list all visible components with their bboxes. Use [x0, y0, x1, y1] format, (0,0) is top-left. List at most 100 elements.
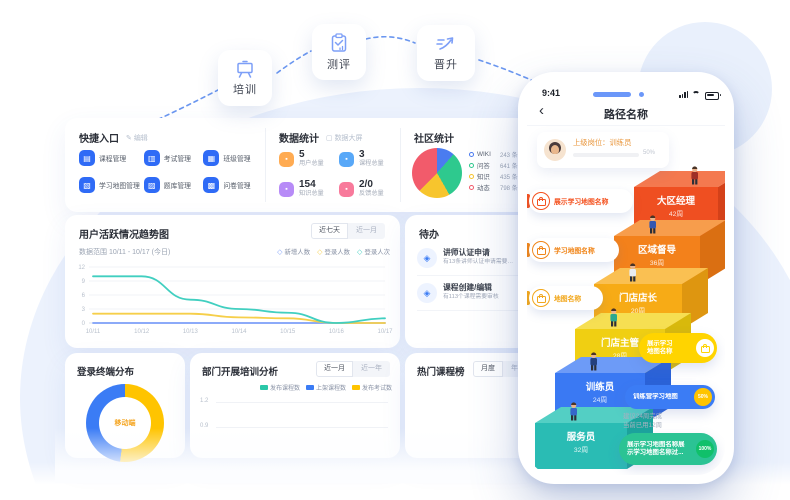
- map-pill-right-2[interactable]: 展示学习地图名称展 示学习地图名称过... 100%: [619, 433, 717, 465]
- quick-entry-label: 题库管理: [163, 183, 191, 190]
- flow-card-assessment[interactable]: 测评: [312, 24, 366, 80]
- step-role-label: 门店店长: [619, 292, 658, 304]
- legend-swatch: [351, 385, 360, 390]
- todo-diamond-icon: ◈: [417, 248, 437, 268]
- data-screen-link[interactable]: ▢ 数据大屏: [326, 134, 363, 142]
- legend-name: 知识: [477, 174, 490, 181]
- dept-legend-label: 发布考试数: [361, 386, 392, 392]
- person-figure: [691, 166, 698, 185]
- pill-lines: 展示学习地图名称展 示学习地图名称过...: [627, 441, 696, 457]
- quick-entry-item-survey[interactable]: ▩ 问卷管理: [203, 177, 259, 193]
- todo-item-desc: 有113个课程需要审核: [443, 294, 499, 300]
- locked-map-pill-2[interactable]: 地图名称: [529, 286, 603, 310]
- quick-entry-item-course[interactable]: ▤ 课程管理: [79, 150, 140, 166]
- signal-icon: [679, 90, 689, 98]
- map-pill-right-0[interactable]: 展示学习 地图名称: [639, 333, 717, 363]
- dept-range-button-1[interactable]: 近一年: [353, 361, 390, 377]
- career-step-4[interactable]: 区域督导 36周: [614, 220, 725, 284]
- flow-label-promotion: 晋升: [434, 58, 458, 71]
- dept-legend-item: 上架课程数: [305, 383, 346, 392]
- survey-icon: ▩: [203, 177, 220, 193]
- superior-label: 上级岗位：训练员: [573, 138, 632, 147]
- stat-item-feedback: ▪ 2/0 反馈总量: [339, 180, 391, 198]
- terminal-title: 登录终端分布: [77, 367, 135, 378]
- legend-diamond-icon: ◇: [317, 248, 323, 256]
- stat-label: 知识总量: [299, 190, 324, 197]
- svg-text:10/17: 10/17: [377, 329, 393, 335]
- trend-legend-item: ◇ 新增人数: [277, 247, 311, 257]
- stat-label: 反馈总量: [359, 190, 384, 197]
- locked-map-pill-1[interactable]: 学习地图名称: [529, 238, 619, 262]
- flow-card-training[interactable]: 培训: [218, 50, 272, 106]
- quick-entry-title: 快捷入口: [79, 134, 119, 145]
- step-role-label: 服务员: [567, 431, 596, 443]
- todo-item-1[interactable]: ◈课程创建/编辑有113个课程需要审核113: [417, 276, 533, 311]
- superior-progress-card[interactable]: 上级岗位：训练员 50%: [537, 132, 669, 168]
- trend-legend: ◇ 新增人数 ◇ 登录人数 ◇ 登录人次: [277, 247, 390, 257]
- community-stats-title: 社区统计: [414, 134, 454, 145]
- quick-entry-item-question-bank[interactable]: ▨ 题库管理: [143, 177, 200, 193]
- stat-value: 2/0: [359, 179, 373, 190]
- back-button[interactable]: ‹: [539, 102, 544, 119]
- pill-stem: [527, 291, 530, 305]
- stat-value: 5: [299, 149, 305, 160]
- todo-item-0[interactable]: ◈讲师认证申请有13条讲师认证申请需要确认通过13: [417, 241, 529, 276]
- quick-entry-item-exam[interactable]: ▥ 考试管理: [143, 150, 200, 166]
- question-bank-icon: ▨: [143, 177, 160, 193]
- quick-entry-label: 问卷管理: [223, 183, 251, 190]
- step-role-label: 门店主管: [601, 337, 640, 349]
- dept-ytick: 1.2: [200, 398, 209, 404]
- trend-line-chart: 0 3 6 9 12 10/11 10/12 10/13 10/14 10/15 10/16 10/1…: [78, 265, 393, 335]
- note-line: 建议24周完成: [623, 413, 663, 420]
- course-icon: ▤: [79, 150, 95, 166]
- dept-legend-label: 上架课程数: [315, 386, 346, 392]
- pill-line: 地图名称: [647, 348, 673, 355]
- lock-ring: [532, 241, 550, 259]
- dept-legend-label: 发布课程数: [269, 386, 300, 392]
- status-time: 9:41: [542, 88, 561, 98]
- quick-entry-label: 课程管理: [99, 156, 127, 163]
- stat-text: 2/0 反馈总量: [359, 180, 384, 198]
- svg-text:10/11: 10/11: [86, 329, 101, 335]
- feedback-icon: ▪: [339, 181, 354, 197]
- svg-text:10/15: 10/15: [280, 329, 296, 335]
- stat-label: 用户总量: [299, 160, 324, 167]
- pill-line: 展示学习: [647, 340, 673, 347]
- phone-screen: 9:41 ‹ 路径名称 上级岗位：训练员 50% 大区经理 42周 区域督导 36周门…: [527, 81, 725, 475]
- trend-range-buttons: 近七天 近一月: [311, 223, 385, 239]
- person-figure: [610, 308, 617, 327]
- legend-dot: [469, 152, 474, 157]
- trend-legend-label: 登录人次: [364, 249, 390, 256]
- dept-range-button-0[interactable]: 近一月: [316, 361, 353, 377]
- todo-item-desc: 有13条讲师认证申请需要确认通过: [443, 259, 515, 265]
- progress-percent: 50%: [643, 150, 656, 156]
- stat-text: 154 知识总量: [299, 180, 324, 198]
- knowledge-icon: ▪: [279, 181, 294, 197]
- legend-diamond-icon: ◇: [357, 248, 363, 256]
- pill-line: 训练营学习地图: [633, 393, 678, 400]
- trend-range-button-0[interactable]: 近七天: [311, 223, 348, 239]
- trend-range-label: 数据范围 10/11 - 10/17 (今日): [79, 249, 171, 256]
- person-figure: [590, 352, 597, 371]
- quick-entry-edit-link[interactable]: ✎ 编辑: [126, 134, 148, 142]
- step-weeks-label: 36周: [650, 259, 664, 267]
- dept-legend: 发布课程数 上架课程数 发布考试数: [259, 383, 392, 392]
- flow-card-promotion[interactable]: 晋升: [417, 25, 475, 81]
- quick-entry-item-class[interactable]: ▦ 班级管理: [203, 150, 259, 166]
- hot-tab-0[interactable]: 月度: [473, 361, 503, 377]
- trend-title: 用户活跃情况趋势图: [79, 230, 169, 241]
- map-pill-right-1[interactable]: 训练营学习地图 50%: [625, 385, 715, 409]
- quick-entry-item-learning-map[interactable]: ▧ 学习地图管理: [79, 177, 140, 193]
- person-figure: [649, 215, 656, 234]
- trend-range-button-1[interactable]: 近一月: [348, 223, 385, 239]
- trend-legend-label: 新增人数: [284, 249, 311, 256]
- stat-item-courses: ▪ 3 课程总量: [339, 150, 391, 168]
- divider: [265, 128, 266, 202]
- camera-dot: [639, 92, 644, 97]
- hot-title: 热门课程榜: [417, 367, 465, 378]
- percent-badge: 100%: [696, 440, 714, 458]
- todo-title: 待办: [419, 230, 439, 241]
- locked-map-pill-0[interactable]: 展示学习地图名称: [529, 189, 633, 213]
- quick-entry-label: 班级管理: [223, 156, 251, 163]
